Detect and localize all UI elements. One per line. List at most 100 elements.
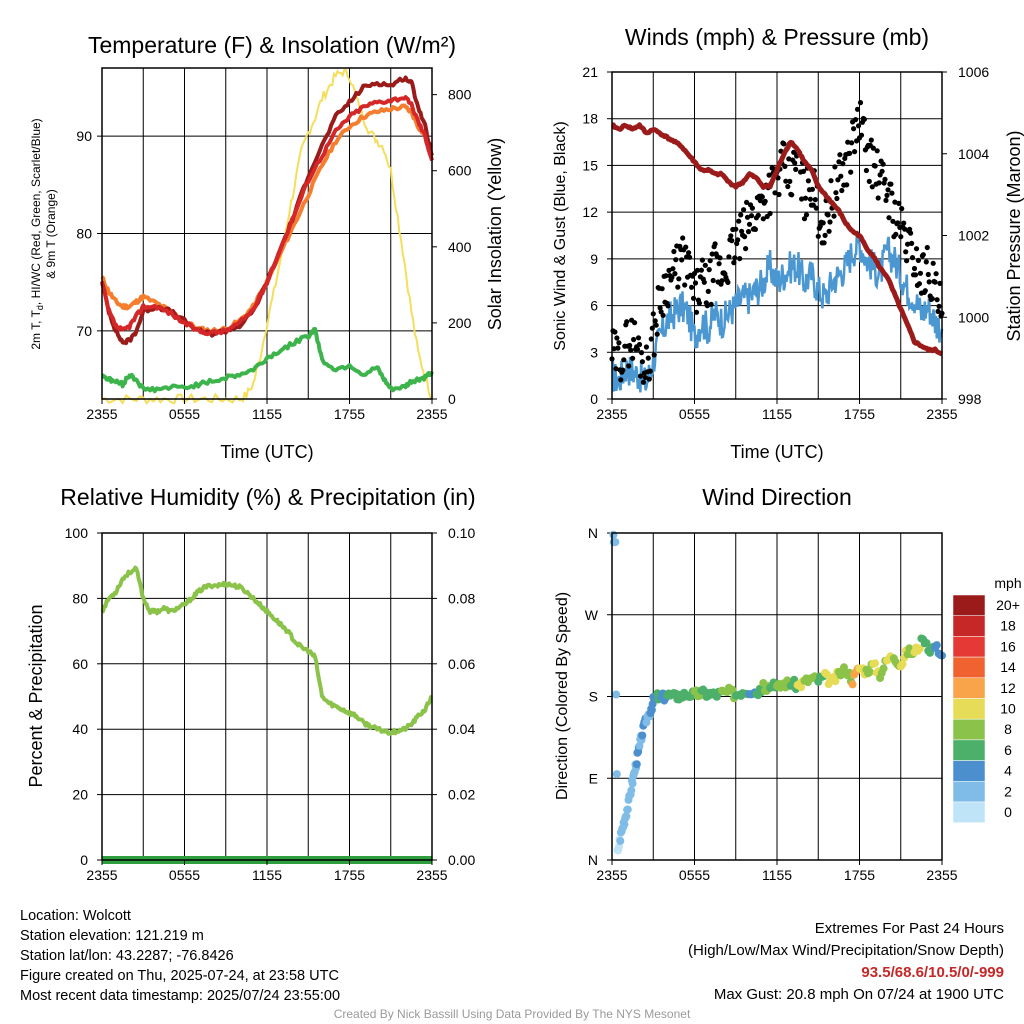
gust-point xyxy=(884,192,890,198)
legend-title: mph xyxy=(994,575,1021,591)
y-tick-label: 9 xyxy=(590,251,598,267)
x-tick-label: 2355 xyxy=(596,867,627,883)
gust-point xyxy=(828,178,834,184)
x-tick-label: 1755 xyxy=(844,406,875,422)
gust-point xyxy=(835,177,841,183)
direction-point xyxy=(871,659,879,668)
legend-label: 0 xyxy=(1004,804,1012,820)
y-tick-label: 21 xyxy=(582,64,598,80)
extremes-title: Extremes For Past 24 Hours xyxy=(814,920,1004,937)
chart-title: Wind Direction xyxy=(702,484,852,510)
gust-point xyxy=(880,161,886,167)
gust-point xyxy=(614,335,620,341)
extremes-info: Extremes For Past 24 Hours (High/Low/Max… xyxy=(688,918,1004,1006)
gust-point xyxy=(660,312,666,318)
temperature-chart: 70 80 90 0 200 400 600 800 2355 0555 1155 1755 2355 T… xyxy=(29,32,505,462)
y2-tick-label: 800 xyxy=(448,87,472,103)
x-tick-label: 0555 xyxy=(679,406,710,422)
gust-point xyxy=(789,192,795,198)
direction-point xyxy=(848,680,857,689)
gust-point xyxy=(643,344,650,350)
gust-point xyxy=(868,137,874,143)
gust-point xyxy=(766,172,772,178)
gust-point xyxy=(772,190,778,196)
gust-point xyxy=(762,198,768,204)
gust-point xyxy=(792,160,798,166)
pressure-line xyxy=(610,122,944,357)
y2-tick-label: 400 xyxy=(448,239,472,255)
gust-point xyxy=(933,271,939,277)
y-tick-label: 18 xyxy=(582,111,598,127)
legend-swatch xyxy=(952,677,986,699)
gust-point xyxy=(787,178,793,184)
direction-point xyxy=(628,779,637,788)
gust-point xyxy=(767,210,773,217)
wind-chart: 0 3 6 9 12 15 18 21 998 1000 1002 1004 1006 2355 0555 1… xyxy=(552,24,1024,462)
chart-title: Winds (mph) & Pressure (mb) xyxy=(625,24,929,50)
gust-point xyxy=(911,265,918,272)
gust-point xyxy=(675,284,681,290)
y2-tick-label: 0.06 xyxy=(448,656,475,672)
gust-point xyxy=(639,359,646,365)
gust-point xyxy=(793,166,799,172)
gust-point xyxy=(889,190,895,196)
gust-point xyxy=(852,149,858,155)
gust-point xyxy=(689,284,695,290)
legend-label: 14 xyxy=(1000,659,1016,675)
y-tick-label: 80 xyxy=(72,590,88,606)
gust-point xyxy=(635,335,642,341)
gust-point xyxy=(640,379,647,385)
chart-title: Temperature (F) & Insolation (W/m²) xyxy=(88,32,456,58)
gust-point xyxy=(738,212,744,218)
gust-point xyxy=(890,218,896,224)
gust-point xyxy=(694,267,701,273)
gust-point xyxy=(786,156,792,162)
gust-point xyxy=(800,168,807,174)
legend-label: 6 xyxy=(1004,742,1012,758)
y-tick-label: 0 xyxy=(80,852,88,868)
gust-point xyxy=(901,220,907,226)
gust-point xyxy=(851,126,857,132)
gust-point xyxy=(737,256,743,262)
gust-point xyxy=(875,195,881,201)
y-tick-label: S xyxy=(589,689,598,705)
gust-point xyxy=(705,288,711,294)
gust-point xyxy=(692,280,699,286)
gust-point xyxy=(872,163,878,169)
gust-point xyxy=(932,279,938,285)
y2-tick-label: 1000 xyxy=(958,309,989,325)
gust-point xyxy=(848,169,854,175)
y2-tick-label: 1006 xyxy=(958,64,989,80)
y-tick-label: 3 xyxy=(590,344,598,360)
gust-point xyxy=(817,223,823,229)
wind-line xyxy=(611,231,944,393)
gust-point xyxy=(845,139,851,145)
gust-point xyxy=(791,149,797,155)
gust-point xyxy=(632,320,638,326)
gust-point xyxy=(861,116,868,122)
gust-point xyxy=(631,336,637,343)
direction-point xyxy=(647,706,656,714)
gust-point xyxy=(899,206,905,212)
humidity-chart: 0 0.00 20 0.02 40 0.04 60 0.06 80 0.08 100 0.10 2355… xyxy=(26,484,476,883)
gust-point xyxy=(744,214,751,220)
gust-point xyxy=(853,117,859,123)
gust-point xyxy=(717,255,723,261)
extremes-subtitle: (High/Low/Max Wind/Precipitation/Snow De… xyxy=(688,942,1004,959)
legend-label: 10 xyxy=(1000,701,1016,717)
gust-point xyxy=(638,350,645,356)
x-tick-label: 1155 xyxy=(252,867,282,883)
gust-point xyxy=(708,301,714,307)
gust-point xyxy=(616,340,622,346)
gust-point xyxy=(781,141,787,147)
gust-point xyxy=(882,176,888,182)
y-tick-label: 100 xyxy=(65,525,89,541)
direction-point xyxy=(898,660,907,669)
gust-point xyxy=(690,295,697,301)
gust-point xyxy=(833,190,839,196)
direction-point xyxy=(612,690,621,699)
gust-point xyxy=(612,329,618,335)
gust-point xyxy=(726,254,732,260)
